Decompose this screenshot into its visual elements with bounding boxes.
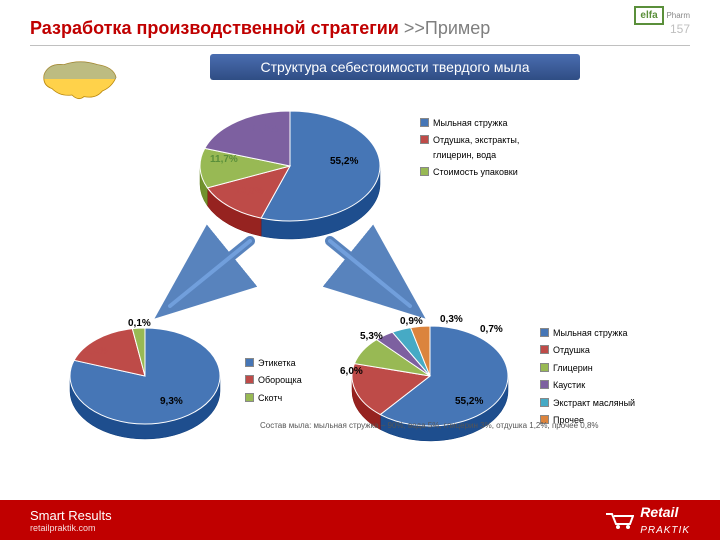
- smart-results-text: Smart Results: [30, 508, 112, 523]
- legend-text: Этикетка: [258, 356, 296, 370]
- pie-left-label: 2,2%: [85, 346, 108, 357]
- pie-left-label: 9,3%: [160, 396, 183, 407]
- pie-left-label: 0,1%: [128, 318, 151, 329]
- brand-bottom: PRAKTIK: [640, 525, 690, 536]
- legend-item: Мыльная стружка: [420, 116, 543, 130]
- legend-swatch: [245, 358, 254, 367]
- legend-swatch: [540, 363, 549, 372]
- legend-text: Мыльная стружка: [553, 326, 628, 340]
- pie-right-label: 5,3%: [360, 331, 383, 342]
- pie-right-label: 0,7%: [480, 324, 503, 335]
- pie-right-label: 55,2%: [455, 396, 483, 407]
- legend-swatch: [245, 375, 254, 384]
- pie-top-legend: Мыльная стружка Отдушка, экстракты, глице…: [420, 116, 543, 183]
- legend-swatch: [540, 328, 549, 337]
- legend-item: Оборощка: [245, 373, 302, 387]
- slide-header: Разработка производственной стратегии >>…: [0, 0, 720, 43]
- legend-item: Экстракт масляный: [540, 396, 635, 410]
- legend-swatch: [540, 398, 549, 407]
- legend-text: Каустик: [553, 378, 585, 392]
- pie-top-label: 13,3%: [235, 186, 263, 197]
- pie-top-label: 11,7%: [210, 154, 238, 165]
- footer-left: Smart Results retailpraktik.com: [30, 508, 112, 533]
- flow-arrow-hl: [330, 241, 410, 306]
- flow-arrow-hl: [170, 241, 250, 306]
- top-right-logo: elfa Pharm: [634, 6, 690, 25]
- legend-item: Этикетка: [245, 356, 302, 370]
- pie-right-label: 0,3%: [440, 314, 463, 325]
- slide-title: Разработка производственной стратегии >>…: [30, 18, 490, 39]
- legend-text: Мыльная стружка: [433, 116, 508, 130]
- pie-top-label: 20,0%: [250, 124, 278, 135]
- legend-text: Отдушка, экстракты, глицерин, вода: [433, 133, 543, 162]
- legend-text: Отдушка: [553, 343, 590, 357]
- pie-top-label: 55,2%: [330, 156, 358, 167]
- footnote-text: Состав мыла: мыльная стружка – 90%, вода…: [260, 421, 599, 430]
- legend-item: Каустик: [540, 378, 635, 392]
- legend-text: Скотч: [258, 391, 282, 405]
- legend-swatch: [540, 345, 549, 354]
- legend-swatch: [245, 393, 254, 402]
- legend-item: Стоимость упаковки: [420, 165, 543, 179]
- legend-item: Отдушка, экстракты, глицерин, вода: [420, 133, 543, 162]
- legend-text: Экстракт масляный: [553, 396, 635, 410]
- title-main: Разработка производственной стратегии: [30, 18, 404, 38]
- legend-text: Глицерин: [553, 361, 593, 375]
- legend-swatch: [420, 167, 429, 176]
- pie-left-legend: Этикетка Оборощка Скотч: [245, 356, 302, 408]
- pie-right-label: 0,9%: [400, 316, 423, 327]
- legend-item: Мыльная стружка: [540, 326, 635, 340]
- cart-icon: [604, 510, 634, 530]
- pie-right-legend: Мыльная стружка Отдушка Глицерин Каустик Экс…: [540, 326, 635, 430]
- legend-swatch: [420, 118, 429, 127]
- footer-site: retailpraktik.com: [30, 523, 112, 533]
- pie-right-label: 6,0%: [340, 366, 363, 377]
- brand-top: Retail: [640, 504, 678, 520]
- legend-item: Глицерин: [540, 361, 635, 375]
- legend-swatch: [420, 135, 429, 144]
- footer-brand: Retail PRAKTIK: [604, 504, 690, 536]
- legend-swatch: [540, 380, 549, 389]
- legend-item: Отдушка: [540, 343, 635, 357]
- title-sub: >>Пример: [404, 18, 490, 38]
- footer-bar: Smart Results retailpraktik.com Retail P…: [0, 500, 720, 540]
- legend-text: Стоимость упаковки: [433, 165, 518, 179]
- legend-item: Скотч: [245, 391, 302, 405]
- legend-text: Оборощка: [258, 373, 302, 387]
- body-area: Структура себестоимости твердого мыла 55…: [0, 46, 720, 476]
